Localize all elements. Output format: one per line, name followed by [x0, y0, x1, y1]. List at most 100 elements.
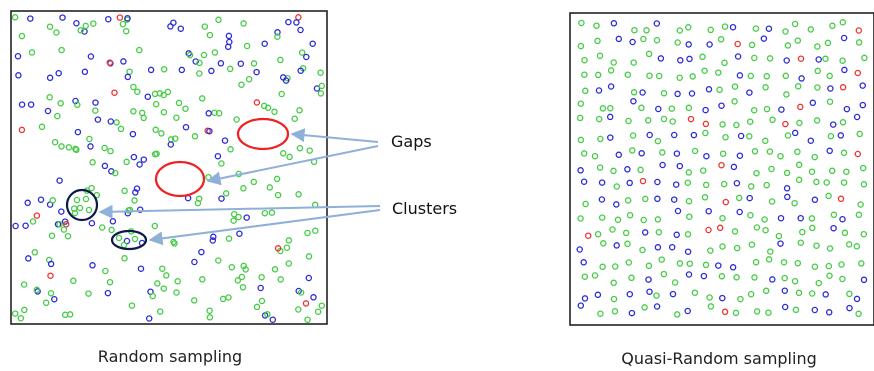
random-sample-point [54, 112, 61, 120]
quasi-random-sample-point [629, 132, 637, 139]
quasi-random-sample-point [814, 84, 821, 91]
random-sample-point [77, 27, 84, 34]
quasi-random-sample-point [813, 242, 820, 249]
quasi-random-sample-point [837, 132, 845, 139]
quasi-random-sample-point [629, 38, 636, 46]
random-sample-point [31, 249, 39, 256]
quasi-random-sample-point [733, 274, 740, 281]
quasi-random-sampling-caption: Quasi-Random sampling [621, 349, 817, 368]
quasi-random-sample-point [839, 57, 846, 64]
quasi-random-sample-point [830, 224, 837, 232]
quasi-random-sample-point [582, 200, 589, 208]
random-sample-point [159, 265, 166, 272]
quasi-random-sample-point [717, 36, 725, 43]
random-sample-point [130, 83, 137, 91]
random-sample-point [278, 90, 285, 98]
random-sample-point [274, 33, 281, 40]
random-sample-point [317, 69, 324, 76]
gap-ellipse-upper [236, 117, 290, 151]
random-sample-point [101, 162, 109, 170]
quasi-random-sample-point [598, 196, 606, 203]
random-sample-point [206, 307, 213, 314]
quasi-random-sample-point [660, 115, 668, 123]
quasi-random-sample-point [762, 226, 769, 234]
random-sample-point [175, 99, 183, 107]
random-sample-point [269, 316, 277, 323]
random-sample-point [160, 91, 167, 99]
random-sample-point [134, 88, 141, 95]
quasi-random-sample-point [765, 309, 772, 316]
quasi-random-sample-point [705, 86, 713, 93]
quasi-random-sample-point [737, 295, 744, 303]
random-sample-point [236, 230, 243, 237]
random-sample-point [70, 277, 77, 285]
quasi-random-sample-point [792, 306, 800, 314]
quasi-random-sample-point [644, 117, 652, 124]
quasi-random-sample-point [676, 260, 684, 267]
quasi-random-sample-point [859, 82, 866, 89]
quasi-random-sample-point [720, 180, 728, 188]
random-sample-point [227, 146, 234, 153]
quasi-random-sample-point [733, 244, 741, 252]
random-sample-point [271, 108, 278, 116]
quasi-random-sample-point [686, 213, 693, 220]
quasi-random-sample-point [747, 72, 755, 80]
quasi-random-sample-point [795, 176, 803, 184]
quasi-random-sample-point [655, 105, 662, 113]
quasi-random-sample-point [596, 164, 604, 171]
random-sample-point [12, 222, 19, 230]
quasi-random-sample-point [577, 215, 584, 222]
quasi-random-sample-point [580, 178, 588, 185]
quasi-random-sample-point [766, 55, 774, 62]
quasi-random-sample-point [594, 230, 602, 238]
random-sample-point [304, 316, 311, 323]
random-sample-point [47, 260, 55, 268]
quasi-random-sample-point [646, 72, 653, 79]
quasi-random-sample-point [839, 84, 847, 91]
quasi-random-sample-point [660, 270, 668, 278]
random-sample-point [271, 266, 279, 273]
quasi-random-sample-point [640, 216, 647, 224]
quasi-random-sample-point [597, 135, 604, 143]
random-sample-point [120, 58, 127, 65]
random-sample-point [85, 290, 92, 297]
clusters-arrow-lower [148, 209, 381, 246]
random-sample-point [144, 93, 152, 100]
random-sample-point [261, 209, 269, 217]
quasi-random-sample-point [701, 67, 708, 74]
quasi-random-sample-point [737, 132, 745, 140]
random-sample-point [160, 285, 168, 292]
quasi-random-sample-point [671, 279, 679, 286]
quasi-random-sample-point [719, 121, 726, 128]
random-sample-point [266, 184, 274, 191]
random-sample-point [173, 114, 180, 121]
random-sample-point [295, 306, 302, 313]
random-sample-point [261, 40, 268, 47]
random-sample-point [33, 286, 41, 294]
quasi-random-sample-point [706, 41, 713, 48]
random-sample-point [11, 14, 19, 21]
quasi-random-sample-point [689, 73, 696, 80]
quasi-random-sample-point [654, 195, 661, 203]
quasi-random-sample-point [794, 37, 802, 44]
quasi-random-sample-point [668, 105, 676, 112]
random-sample-point [124, 73, 132, 81]
quasi-random-sample-point [707, 303, 715, 310]
random-sample-point [121, 255, 128, 262]
random-sample-point [191, 258, 198, 266]
quasi-random-sample-point [578, 19, 585, 27]
random-sample-point [49, 197, 57, 204]
quasi-random-sample-point [702, 261, 710, 269]
quasi-random-sample-point [777, 240, 784, 247]
clustered-sample-point [82, 195, 90, 203]
quasi-random-sample-point [813, 178, 820, 186]
quasi-random-sample-point [596, 52, 604, 60]
quasi-random-sample-point [855, 310, 862, 318]
clustered-sample-point [76, 204, 84, 212]
quasi-random-sample-point [825, 262, 833, 270]
random-sample-point [113, 119, 120, 126]
quasi-random-sample-point [691, 289, 699, 296]
quasi-random-sample-point [797, 103, 804, 111]
quasi-random-sample-point [674, 39, 681, 46]
random-sample-point [296, 144, 304, 152]
